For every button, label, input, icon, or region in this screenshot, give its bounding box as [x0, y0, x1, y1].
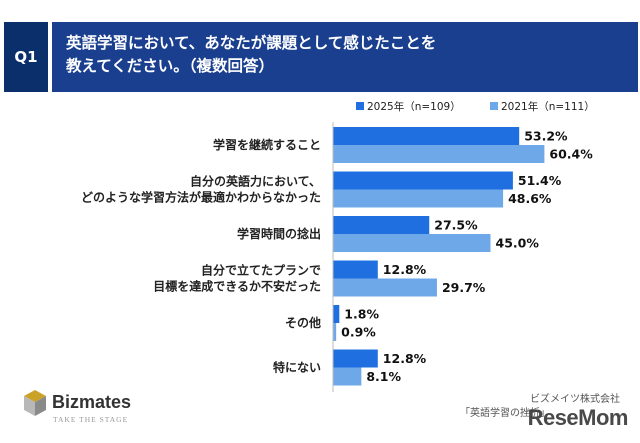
category-label-4-0: その他	[285, 315, 321, 330]
logo-tagline: TAKE THE STAGE	[53, 415, 129, 424]
value-label-1-4: 0.9%	[341, 325, 376, 340]
value-label-0-3: 12.8%	[383, 262, 427, 277]
bar-1-4	[333, 323, 337, 341]
bar-0-2	[333, 216, 430, 234]
bar-0-1	[333, 171, 513, 190]
value-label-0-4: 1.8%	[344, 307, 379, 322]
value-label-0-0: 53.2%	[524, 129, 568, 144]
bizmates-logo: Bizmates TAKE THE STAGE	[22, 388, 162, 432]
category-label-1-1: どのような学習方法が最適かわからなかった	[81, 190, 321, 205]
category-label-3-0: 自分で立てたプランで	[201, 263, 321, 278]
value-label-0-5: 12.8%	[383, 351, 427, 366]
bar-0-3	[333, 260, 378, 279]
category-label-5-0: 特にない	[273, 360, 321, 375]
bar-1-0	[333, 145, 545, 163]
question-header: Q1 英語学習において、あなたが課題として感じたことを 教えてください。（複数回…	[4, 22, 638, 92]
bar-1-2	[333, 234, 491, 252]
bar-0-0	[333, 127, 520, 145]
legend-label-1: 2021年（n=111）	[501, 100, 595, 113]
value-label-1-1: 48.6%	[508, 191, 552, 206]
bar-1-5	[333, 367, 362, 386]
legend-swatch-1	[490, 102, 498, 110]
source-note: ビズメイツ株式会社 「英語学習の挫折」	[460, 393, 620, 421]
bar-0-5	[333, 349, 378, 368]
legend-label-0: 2025年（n=109）	[367, 100, 461, 113]
question-title: 英語学習において、あなたが課題として感じたことを 教えてください。（複数回答）	[52, 22, 638, 92]
bar-0-4	[333, 305, 340, 323]
source-report: 「英語学習の挫折」	[460, 408, 550, 419]
title-line-2: 教えてください。（複数回答）	[66, 57, 275, 75]
value-label-1-2: 45.0%	[496, 236, 540, 251]
legend-swatch-0	[356, 102, 364, 110]
value-label-0-1: 51.4%	[518, 173, 562, 188]
title-line-1: 英語学習において、あなたが課題として感じたことを	[66, 34, 437, 52]
value-label-1-0: 60.4%	[549, 147, 593, 162]
logo-cube-icon	[24, 390, 46, 416]
value-label-1-3: 29.7%	[442, 280, 486, 295]
category-label-1-0: 自分の英語力において、	[190, 174, 321, 189]
category-label-0-0: 学習を継続すること	[213, 137, 321, 152]
category-label-3-1: 目標を達成できるか不安だった	[153, 279, 321, 294]
bar-1-3	[333, 278, 437, 297]
source-company: ビズメイツ株式会社	[530, 394, 620, 405]
question-badge: Q1	[4, 22, 48, 92]
category-label-2-0: 学習時間の捻出	[237, 226, 321, 241]
value-label-1-5: 8.1%	[366, 369, 401, 384]
bar-1-1	[333, 189, 504, 208]
resemom-watermark: ReseMom	[527, 405, 629, 430]
logo-text: Bizmates	[52, 392, 132, 412]
value-label-0-2: 27.5%	[434, 218, 478, 233]
